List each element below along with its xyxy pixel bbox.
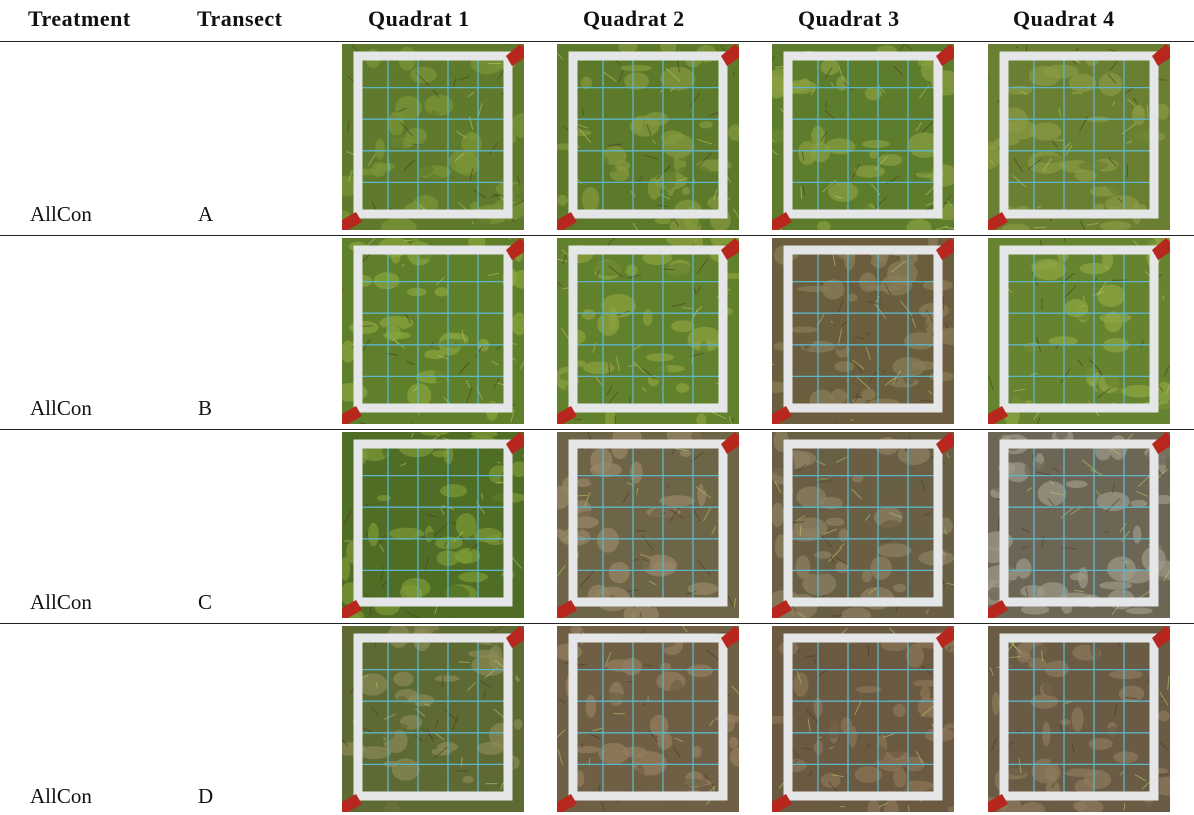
quadrat-photo (557, 626, 739, 812)
header-cell: Treatment (28, 6, 131, 31)
transect-cell: A (198, 202, 214, 226)
quadrat-photo (988, 432, 1170, 618)
transect-cell: B (198, 396, 213, 420)
quadrat-photo (557, 44, 739, 230)
treatment-cell: AllCon (30, 784, 92, 808)
quadrat-photo (988, 44, 1170, 230)
quadrat-photo (772, 238, 954, 424)
quadrat-photo (772, 432, 954, 618)
header-cell: Quadrat 1 (368, 6, 470, 31)
transect-cell: D (198, 784, 214, 808)
transect-cell: C (198, 590, 213, 614)
quadrat-photo (557, 238, 739, 424)
header-cell: Transect (197, 6, 283, 31)
treatment-cell: AllCon (30, 590, 92, 614)
row-rule (0, 429, 1194, 430)
quadrat-photo (988, 238, 1170, 424)
header-cell: Quadrat 4 (1013, 6, 1115, 31)
quadrat-photo (988, 626, 1170, 812)
row-rule (0, 623, 1194, 624)
quadrat-photo (772, 626, 954, 812)
header-rule (0, 41, 1194, 42)
header-cell: Quadrat 3 (798, 6, 900, 31)
quadrat-photo (342, 626, 524, 812)
row-rule (0, 235, 1194, 236)
treatment-cell: AllCon (30, 202, 92, 226)
quadrat-photo (342, 238, 524, 424)
header-cell: Quadrat 2 (583, 6, 685, 31)
quadrat-photo (342, 44, 524, 230)
quadrat-photo (342, 432, 524, 618)
quadrat-photo (772, 44, 954, 230)
quadrat-photo (557, 432, 739, 618)
treatment-cell: AllCon (30, 396, 92, 420)
